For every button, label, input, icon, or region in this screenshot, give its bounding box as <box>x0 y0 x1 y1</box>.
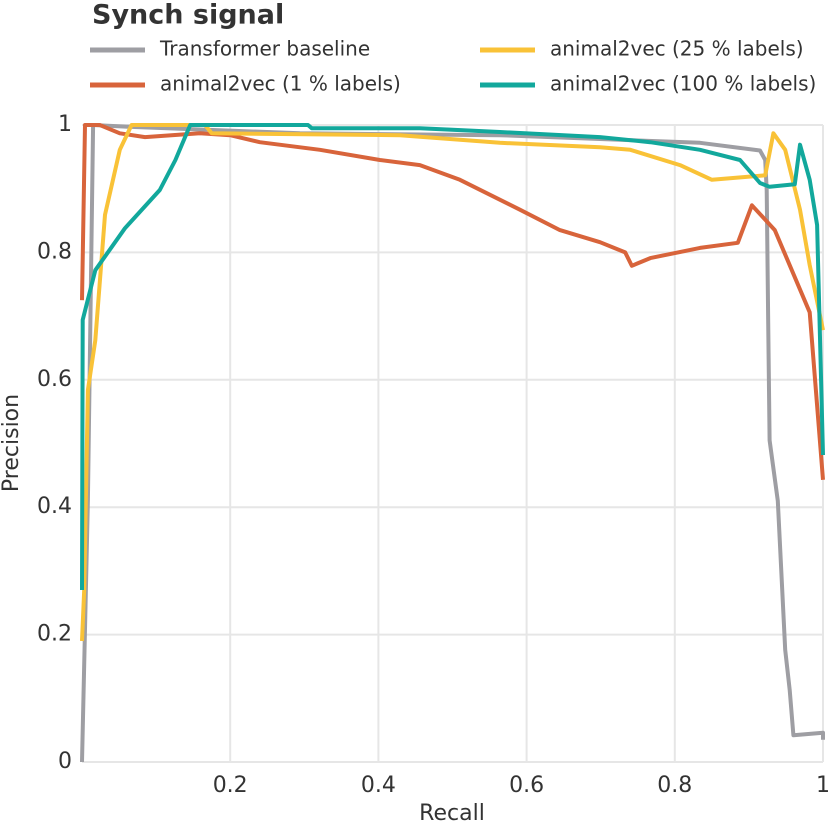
x-tick-label: 0.2 <box>213 773 248 798</box>
y-tick-label: 0 <box>58 749 72 774</box>
y-tick-label: 1 <box>58 112 72 137</box>
y-axis-label: Precision <box>0 394 24 492</box>
y-tick-label: 0.6 <box>37 367 72 392</box>
y-tick-label: 0.8 <box>37 239 72 264</box>
y-tick-label: 0.2 <box>37 622 72 647</box>
series-line <box>80 123 825 591</box>
x-tick-label: 0.4 <box>361 773 396 798</box>
x-tick-label: 1 <box>816 773 830 798</box>
y-tick-label: 0.4 <box>37 494 72 519</box>
legend-label: animal2vec (1 % labels) <box>160 72 401 96</box>
legend-label: Transformer baseline <box>159 37 370 61</box>
chart-title: Synch signal <box>92 0 284 31</box>
series-line <box>80 123 825 480</box>
series-line <box>80 123 825 642</box>
series-line <box>80 123 825 763</box>
plot-area <box>80 123 825 763</box>
x-tick-label: 0.8 <box>657 773 692 798</box>
grid <box>82 124 824 763</box>
legend-label: animal2vec (25 % labels) <box>550 37 804 61</box>
x-tick-label: 0.6 <box>509 773 544 798</box>
legend-label: animal2vec (100 % labels) <box>550 72 816 96</box>
x-axis-label: Recall <box>419 801 485 826</box>
